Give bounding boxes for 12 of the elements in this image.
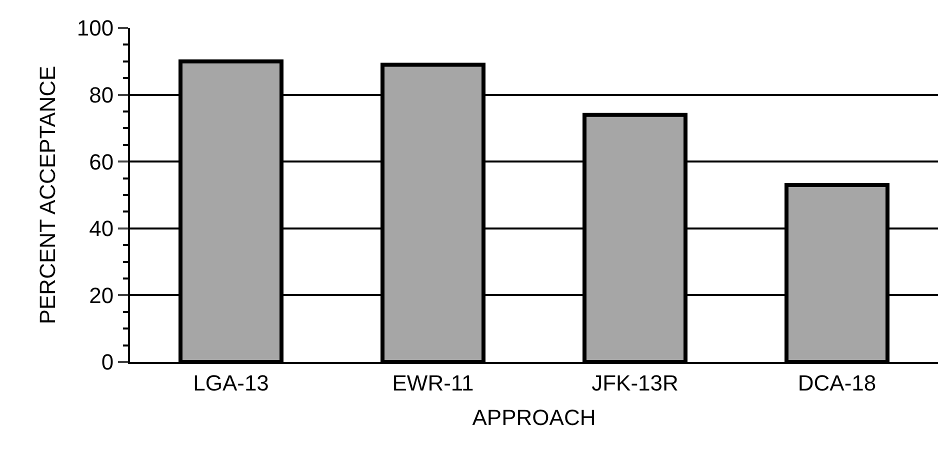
x-tick-label: LGA-13 <box>193 370 269 396</box>
y-axis-title: PERCENT ACCEPTANCE <box>35 66 60 324</box>
x-tick-label: DCA-18 <box>798 370 876 396</box>
y-tick-label: 20 <box>89 282 114 308</box>
x-tick-label: JFK-13R <box>592 370 678 396</box>
y-tick-label: 40 <box>89 216 114 242</box>
y-tick-label: 80 <box>89 82 114 108</box>
x-axis-title: APPROACH <box>472 404 596 430</box>
y-tick-label: 60 <box>89 149 114 174</box>
y-tick-label: 100 <box>76 16 114 41</box>
x-tick-label: EWR-11 <box>392 370 474 396</box>
y-tick-label: 0 <box>101 350 114 375</box>
